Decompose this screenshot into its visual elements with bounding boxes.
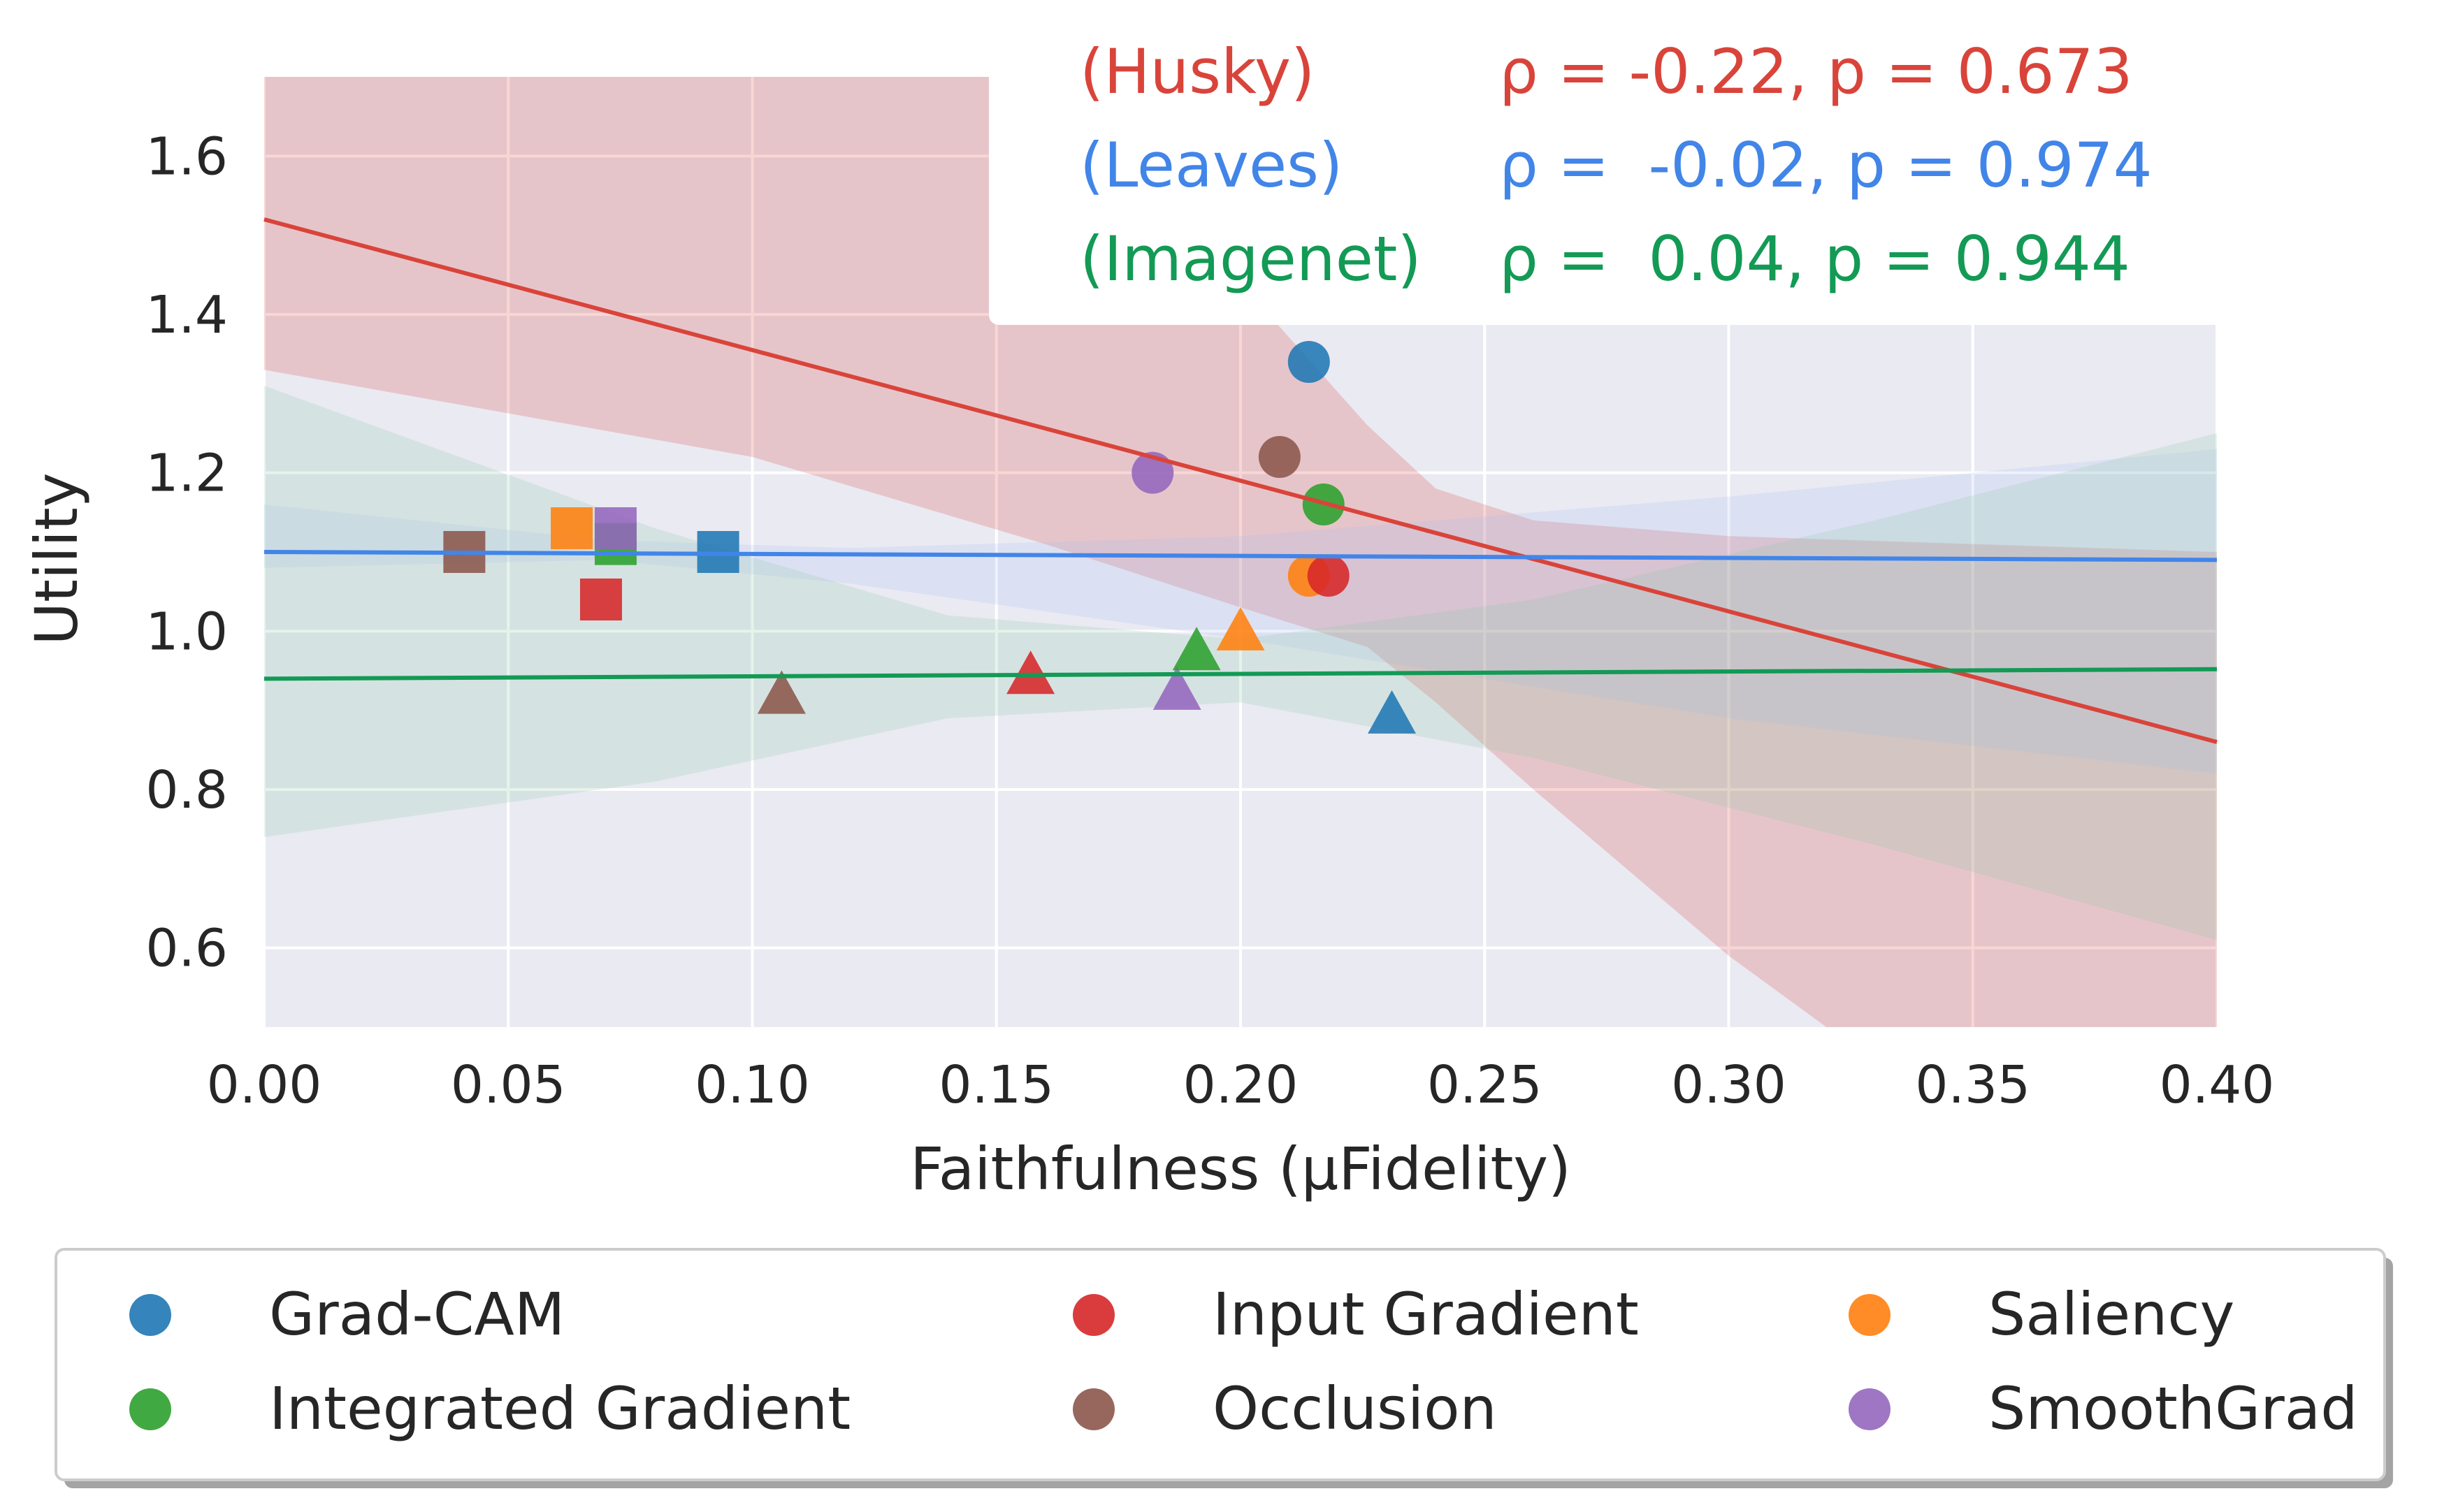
point-leaves-input-gradient <box>579 579 622 620</box>
legend-marker-input-gradient <box>1073 1294 1115 1336</box>
y-tick-label: 0.6 <box>145 919 228 979</box>
point-imagenet-occlusion <box>757 670 806 714</box>
point-husky-occlusion <box>1258 436 1301 478</box>
x-tick-label: 0.15 <box>939 1055 1054 1115</box>
point-leaves-smoothgrad <box>594 507 637 549</box>
point-imagenet-input-gradient <box>1006 650 1055 695</box>
annotation-label-imagenet: (Imagenet) <box>1080 223 1422 295</box>
point-husky-grad-cam <box>1287 341 1330 383</box>
point-leaves-saliency <box>551 507 593 549</box>
x-tick-label: 0.25 <box>1427 1055 1542 1115</box>
y-tick-label: 1.4 <box>145 285 228 345</box>
fit-line-leaves <box>263 550 2218 562</box>
x-tick-label: 0.00 <box>207 1055 322 1115</box>
point-imagenet-grad-cam <box>1368 690 1417 734</box>
legend-marker-smoothgrad <box>1849 1388 1891 1430</box>
band-imagenet <box>264 386 2217 940</box>
x-axis-label: Faithfulness (μFidelity) <box>910 1135 1571 1203</box>
point-imagenet-smoothgrad <box>1152 666 1201 710</box>
legend-label: SmoothGrad <box>1988 1374 2358 1443</box>
fit-line-husky <box>263 217 2218 744</box>
band-husky <box>264 77 2217 1027</box>
annotation-label-husky: (Husky) <box>1080 36 1315 108</box>
y-tick-labels: 0.6 0.8 1.0 1.2 1.4 1.6 <box>145 126 228 978</box>
fit-line-imagenet <box>263 667 2218 681</box>
annotation-stat-husky: ρ = -0.22, p = 0.673 <box>1499 36 2133 108</box>
y-axis-label: Utility <box>22 472 91 645</box>
legend-label: Saliency <box>1988 1280 2234 1349</box>
legend-label: Integrated Gradient <box>269 1374 851 1443</box>
point-husky-smoothgrad <box>1132 451 1174 494</box>
annotation-stat-imagenet: ρ = 0.04, p = 0.944 <box>1499 223 2130 295</box>
annotation-stat-leaves: ρ = -0.02, p = 0.974 <box>1499 129 2153 201</box>
correlation-annotation: (Husky) ρ = -0.22, p = 0.673 (Leaves) ρ = -… <box>989 7 2240 325</box>
y-tick-label: 1.0 <box>145 602 228 662</box>
x-tick-label: 0.40 <box>2160 1055 2275 1115</box>
legend-label: Input Gradient <box>1213 1280 1639 1349</box>
x-tick-label: 0.35 <box>1915 1055 2030 1115</box>
y-tick-label: 1.6 <box>145 126 228 187</box>
point-imagenet-integrated-gradient <box>1172 627 1221 671</box>
x-tick-label: 0.30 <box>1671 1055 1786 1115</box>
x-tick-labels: 0.00 0.05 0.10 0.15 0.20 0.25 0.30 0.35 0.40 <box>207 1055 2275 1115</box>
y-tick-label: 1.2 <box>145 444 228 504</box>
point-husky-input-gradient <box>1307 555 1350 597</box>
annotation-label-leaves: (Leaves) <box>1080 129 1343 201</box>
legend-frame <box>55 1248 2386 1481</box>
point-imagenet-saliency <box>1216 606 1265 650</box>
legend-marker-integrated-gradient <box>129 1388 171 1430</box>
x-tick-label: 0.20 <box>1183 1055 1299 1115</box>
y-tick-label: 0.8 <box>145 760 228 820</box>
legend-marker-saliency <box>1849 1294 1891 1336</box>
legend-marker-grad-cam <box>129 1294 171 1336</box>
x-tick-label: 0.10 <box>695 1055 810 1115</box>
regression-lines <box>263 217 2218 744</box>
legend-label: Occlusion <box>1213 1374 1497 1443</box>
annotation-box <box>989 7 2240 325</box>
legend-label: Grad-CAM <box>269 1280 565 1349</box>
data-points <box>443 341 1417 734</box>
legend: Grad-CAM Input Gradient Saliency Integrated… <box>55 1248 2393 1488</box>
legend-marker-occlusion <box>1073 1388 1115 1430</box>
x-tick-label: 0.05 <box>451 1055 566 1115</box>
